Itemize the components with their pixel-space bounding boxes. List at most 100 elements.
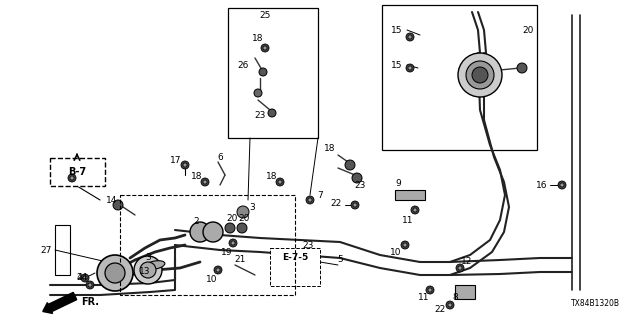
- Circle shape: [413, 208, 417, 212]
- Text: 19: 19: [221, 247, 233, 257]
- Text: 18: 18: [324, 143, 336, 153]
- Text: 13: 13: [140, 268, 151, 276]
- Circle shape: [97, 255, 133, 291]
- Bar: [395, 190, 425, 200]
- Circle shape: [231, 241, 235, 245]
- Text: 21: 21: [234, 255, 246, 265]
- Circle shape: [201, 178, 209, 186]
- Circle shape: [105, 263, 125, 283]
- Circle shape: [456, 264, 464, 272]
- Text: 15: 15: [391, 26, 403, 35]
- Circle shape: [278, 180, 282, 184]
- Text: 14: 14: [106, 196, 118, 204]
- Circle shape: [406, 33, 414, 41]
- Text: 6: 6: [217, 153, 223, 162]
- Circle shape: [134, 256, 162, 284]
- Circle shape: [70, 176, 74, 180]
- Circle shape: [428, 288, 432, 292]
- Text: 25: 25: [259, 11, 271, 20]
- Circle shape: [140, 262, 156, 278]
- Circle shape: [458, 266, 462, 270]
- Text: 5: 5: [337, 255, 343, 265]
- Text: 8: 8: [452, 293, 458, 302]
- Circle shape: [254, 89, 262, 97]
- Bar: [55, 225, 70, 275]
- Text: TX84B1320B: TX84B1320B: [571, 299, 620, 308]
- Bar: [382, 5, 537, 150]
- Circle shape: [203, 222, 223, 242]
- Text: 3: 3: [145, 253, 151, 262]
- Circle shape: [426, 286, 434, 294]
- Text: 4: 4: [76, 274, 82, 283]
- Circle shape: [83, 276, 87, 280]
- Text: 26: 26: [237, 60, 249, 69]
- Circle shape: [406, 64, 414, 72]
- Circle shape: [351, 201, 359, 209]
- Bar: [228, 8, 318, 138]
- FancyArrow shape: [43, 292, 77, 313]
- Circle shape: [68, 174, 76, 182]
- Text: 12: 12: [461, 258, 473, 267]
- Circle shape: [352, 173, 362, 183]
- Circle shape: [237, 206, 249, 218]
- Circle shape: [261, 44, 269, 52]
- Circle shape: [181, 161, 189, 169]
- Circle shape: [308, 198, 312, 202]
- Circle shape: [472, 67, 488, 83]
- Text: 27: 27: [40, 245, 52, 254]
- Circle shape: [448, 303, 452, 307]
- Text: 10: 10: [390, 247, 402, 257]
- Circle shape: [113, 200, 123, 210]
- Circle shape: [353, 203, 357, 207]
- Text: 15: 15: [391, 60, 403, 69]
- Text: 9: 9: [395, 179, 401, 188]
- Circle shape: [411, 206, 419, 214]
- Bar: [50, 158, 105, 186]
- Circle shape: [190, 222, 210, 242]
- Text: 23: 23: [302, 241, 314, 250]
- Circle shape: [345, 160, 355, 170]
- Text: 20: 20: [238, 213, 250, 222]
- Text: 18: 18: [191, 172, 203, 180]
- Text: B-7: B-7: [68, 167, 86, 177]
- Circle shape: [268, 109, 276, 117]
- Text: 16: 16: [536, 180, 548, 189]
- Circle shape: [229, 239, 237, 247]
- Bar: [120, 195, 295, 295]
- Text: 2: 2: [193, 217, 199, 226]
- Bar: [270, 248, 320, 286]
- Circle shape: [81, 274, 89, 282]
- Text: 20: 20: [227, 213, 237, 222]
- Text: 3: 3: [249, 203, 255, 212]
- Bar: [455, 285, 475, 299]
- Circle shape: [401, 241, 409, 249]
- Circle shape: [203, 180, 207, 184]
- Circle shape: [263, 46, 267, 50]
- Circle shape: [259, 68, 267, 76]
- Text: 23: 23: [355, 180, 365, 189]
- Text: FR.: FR.: [81, 297, 99, 307]
- Circle shape: [458, 53, 502, 97]
- Text: 11: 11: [419, 293, 429, 302]
- Text: 23: 23: [254, 110, 266, 119]
- Text: 10: 10: [206, 276, 218, 284]
- Circle shape: [408, 66, 412, 70]
- Text: E-7-5: E-7-5: [282, 253, 308, 262]
- Circle shape: [276, 178, 284, 186]
- Circle shape: [216, 268, 220, 272]
- Circle shape: [225, 223, 235, 233]
- Text: 24: 24: [76, 273, 88, 282]
- Text: 20: 20: [522, 26, 534, 35]
- Text: 17: 17: [170, 156, 182, 164]
- Circle shape: [446, 301, 454, 309]
- Circle shape: [306, 196, 314, 204]
- Text: 11: 11: [403, 215, 413, 225]
- Text: 22: 22: [435, 306, 445, 315]
- Text: 7: 7: [317, 190, 323, 199]
- Circle shape: [403, 243, 407, 247]
- Circle shape: [517, 63, 527, 73]
- Circle shape: [214, 266, 222, 274]
- Ellipse shape: [145, 261, 165, 269]
- Circle shape: [88, 283, 92, 287]
- Circle shape: [408, 35, 412, 39]
